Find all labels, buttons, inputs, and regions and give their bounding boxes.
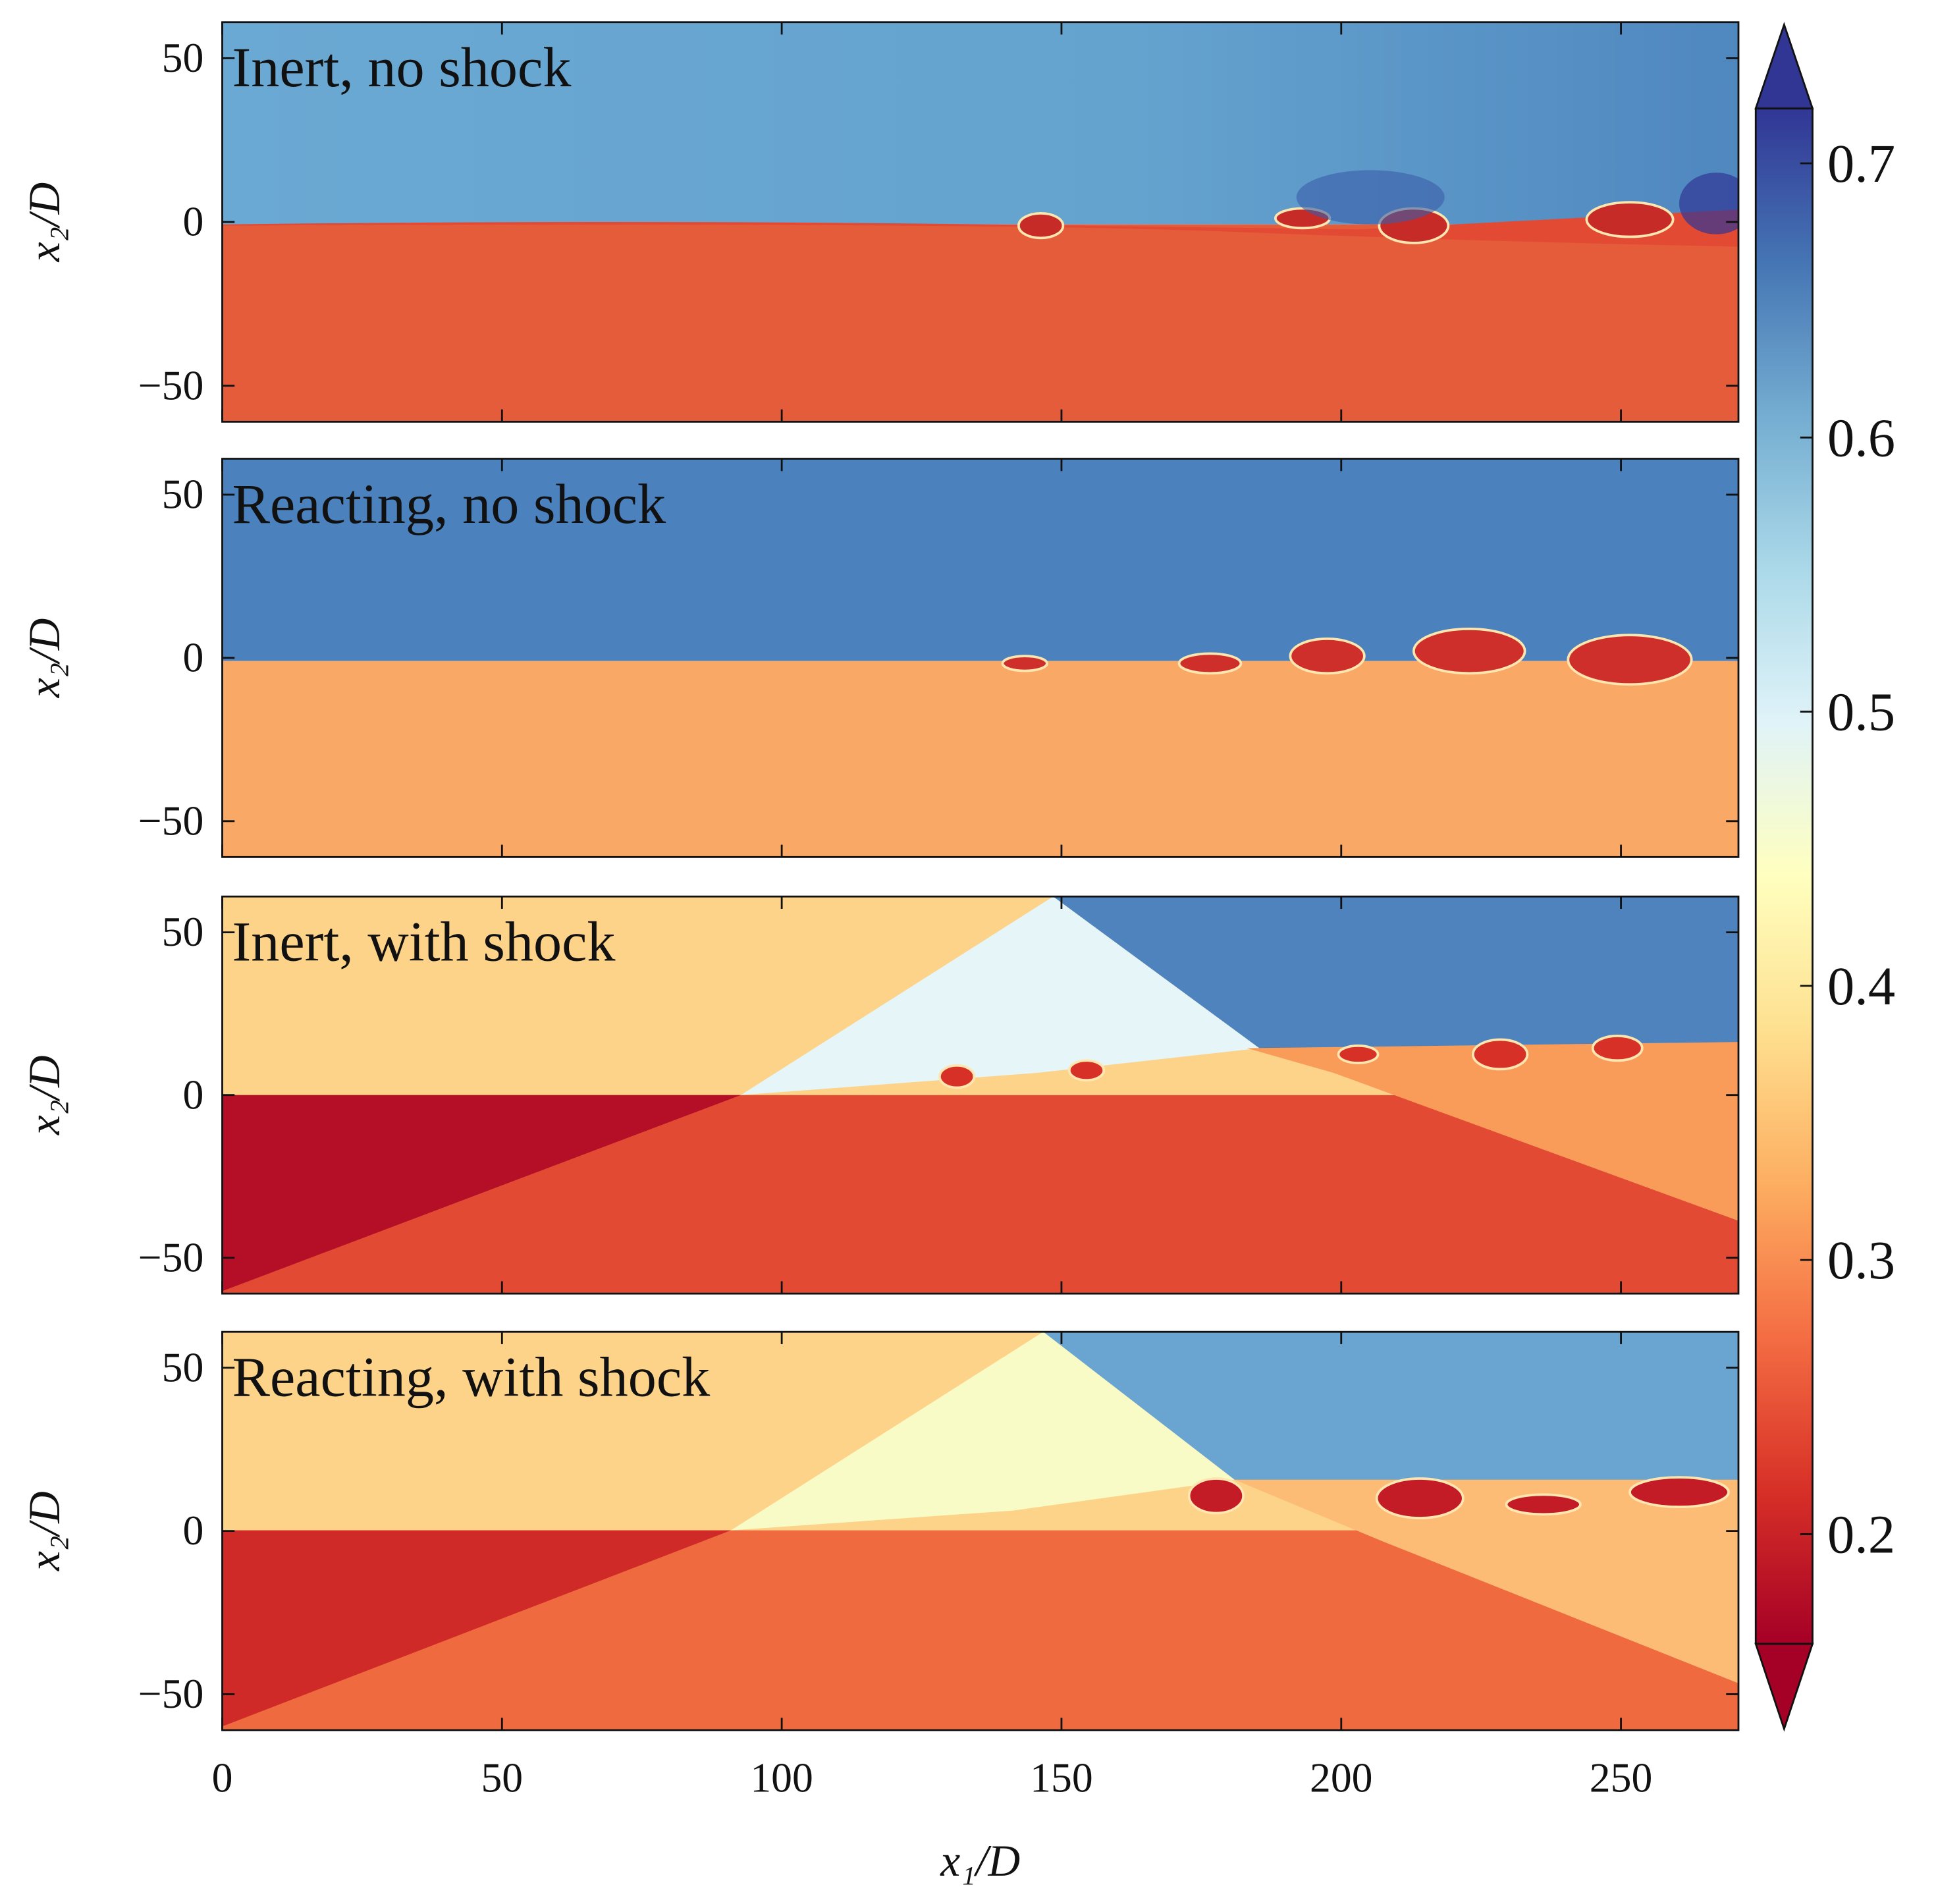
y-tick-label: −50 — [138, 1670, 204, 1717]
colorbar-tick-label: 0.4 — [1827, 956, 1895, 1016]
y-tick-label: 0 — [183, 634, 204, 681]
y-tick-label: 0 — [183, 1071, 204, 1118]
colorbar-tick-label: 0.2 — [1827, 1505, 1895, 1565]
y-tick-label: −50 — [138, 1234, 204, 1280]
y-axis-label: x₂/D — [20, 182, 69, 263]
panel-title: Reacting, with shock — [232, 1346, 711, 1409]
y-tick-label: −50 — [138, 797, 204, 844]
panel-title: Inert, with shock — [232, 910, 616, 973]
x-tick-label: 0 — [212, 1754, 233, 1801]
panel-title: Reacting, no shock — [232, 472, 667, 535]
y-tick-label: 0 — [183, 1507, 204, 1554]
y-tick-label: 50 — [162, 471, 204, 518]
x-tick-label: 100 — [750, 1754, 813, 1801]
y-tick-label: −50 — [138, 362, 204, 408]
colorbar-tick-label: 0.6 — [1827, 408, 1895, 468]
field — [222, 896, 1738, 1294]
x-tick-label: 250 — [1590, 1754, 1653, 1801]
colorbar — [1754, 107, 1814, 1645]
colorbar-extend-top — [1754, 22, 1814, 110]
x-tick-label: 50 — [481, 1754, 523, 1801]
x-tick-label: 150 — [1030, 1754, 1093, 1801]
colorbar-tick-label: 0.3 — [1827, 1230, 1895, 1290]
field — [222, 458, 1738, 857]
y-axis-label: x₂/D — [20, 618, 69, 699]
colorbar-tick-label: 0.5 — [1827, 682, 1895, 742]
field — [222, 22, 1738, 422]
field — [222, 1332, 1738, 1730]
y-tick-label: 0 — [183, 198, 204, 245]
panel-title: Inert, no shock — [232, 36, 572, 99]
y-tick-label: 50 — [162, 1344, 204, 1390]
x-tick-label: 200 — [1310, 1754, 1373, 1801]
y-tick-label: 50 — [162, 34, 204, 81]
colorbar-extend-bottom — [1754, 1643, 1814, 1732]
colorbar-tick-label: 0.7 — [1827, 134, 1895, 194]
x-axis-label: x₁/D — [940, 1836, 1020, 1886]
y-axis-label: x₂/D — [20, 1055, 69, 1135]
y-tick-label: 50 — [162, 908, 204, 955]
y-axis-label: x₂/D — [20, 1491, 69, 1571]
